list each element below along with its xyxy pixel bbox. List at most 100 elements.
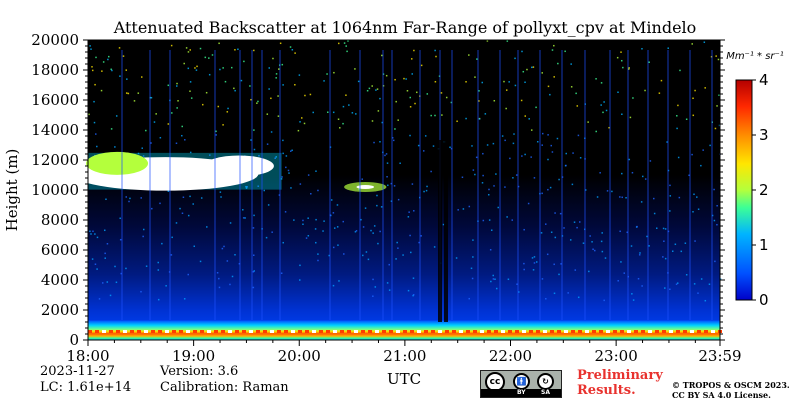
- noise-speck: [553, 263, 555, 266]
- noise-speck: [526, 68, 528, 71]
- noise-speck: [278, 194, 281, 196]
- noise-speck: [381, 121, 384, 124]
- noise-speck: [287, 169, 290, 172]
- colorbar-tick-label-3: 3: [759, 126, 769, 144]
- noise-speck: [455, 257, 458, 259]
- noise-speck: [621, 172, 623, 175]
- noise-speck: [339, 127, 341, 129]
- by-person-icon: 🚹: [513, 373, 530, 390]
- boundary-layer-speck: [214, 330, 218, 333]
- noise-speck: [90, 48, 92, 50]
- noise-speck: [333, 71, 335, 74]
- noise-speck: [521, 50, 523, 53]
- noise-speck: [402, 254, 404, 256]
- noise-speck: [653, 212, 656, 215]
- noise-speck: [478, 90, 480, 92]
- noise-speck: [390, 182, 393, 185]
- noise-speck: [370, 229, 372, 232]
- noise-speck: [377, 242, 379, 245]
- noise-speck: [189, 195, 191, 198]
- noise-speck: [660, 79, 663, 82]
- boundary-layer-speck: [669, 330, 673, 333]
- noise-speck: [575, 92, 577, 95]
- noise-speck: [190, 97, 193, 99]
- noise-speck: [226, 111, 229, 113]
- noise-speck: [115, 281, 118, 284]
- noise-speck: [181, 212, 184, 215]
- noise-speck: [355, 113, 357, 115]
- copyright-line-1: © TROPOS & OSCM 2023.: [672, 380, 790, 390]
- noise-speck: [388, 289, 391, 291]
- noise-speck: [619, 230, 621, 233]
- noise-speck: [639, 252, 641, 254]
- noise-speck: [101, 282, 104, 284]
- chart-title: Attenuated Backscatter at 1064nm Far-Ran…: [113, 18, 697, 37]
- x-tick-label-4: 22:00: [489, 347, 532, 365]
- noise-speck: [125, 267, 127, 270]
- boundary-layer-speck: [550, 330, 554, 333]
- noise-speck: [246, 186, 248, 188]
- boundary-layer-speck: [277, 330, 281, 333]
- boundary-layer-speck: [564, 330, 568, 333]
- noise-speck: [472, 169, 475, 171]
- colorbar-unit: Mm⁻¹ * sr⁻¹: [726, 51, 784, 62]
- y-tick-label-9: 18000: [31, 61, 79, 79]
- calibration-label: Calibration: Raman: [160, 380, 289, 395]
- boundary-layer-speck: [144, 330, 148, 333]
- boundary-layer-speck: [515, 330, 519, 333]
- noise-speck: [481, 81, 484, 84]
- noise-speck: [700, 164, 702, 167]
- noise-speck: [505, 89, 508, 91]
- noise-speck: [693, 193, 695, 196]
- noise-speck: [560, 263, 562, 265]
- noise-speck: [648, 245, 650, 247]
- noise-speck: [531, 257, 534, 259]
- noise-speck: [521, 155, 523, 157]
- noise-speck: [541, 144, 543, 146]
- noise-speck: [200, 197, 203, 199]
- noise-speck: [388, 263, 390, 266]
- noise-speck: [644, 89, 646, 92]
- noise-speck: [487, 193, 490, 196]
- noise-speck: [403, 77, 405, 80]
- noise-speck: [218, 277, 220, 280]
- noise-speck: [576, 226, 578, 229]
- lc-label: LC: 1.61e+14: [40, 380, 132, 395]
- noise-speck: [252, 271, 255, 273]
- noise-speck: [250, 98, 252, 101]
- noise-speck: [412, 294, 414, 297]
- noise-speck: [252, 227, 255, 229]
- noise-speck: [348, 104, 350, 106]
- noise-speck: [696, 196, 698, 198]
- noise-speck: [165, 285, 167, 287]
- noise-speck: [636, 225, 638, 228]
- boundary-layer-speck: [536, 330, 540, 333]
- noise-speck: [632, 299, 635, 301]
- profile-lines: [121, 50, 713, 322]
- boundary-layer-speck: [431, 330, 435, 333]
- noise-speck: [513, 133, 515, 135]
- noise-speck: [556, 137, 559, 140]
- noise-speck: [189, 81, 192, 83]
- noise-speck: [253, 214, 255, 217]
- noise-speck: [187, 67, 190, 70]
- noise-speck: [700, 278, 703, 280]
- noise-speck: [505, 107, 507, 110]
- noise-speck: [570, 86, 573, 88]
- noise-speck: [125, 69, 128, 71]
- y-tick-label-7: 14000: [31, 121, 79, 139]
- noise-speck: [326, 73, 328, 75]
- noise-speck: [291, 149, 293, 152]
- noise-speck: [506, 216, 508, 218]
- noise-speck: [535, 106, 537, 109]
- noise-speck: [376, 194, 378, 197]
- noise-speck: [626, 231, 628, 234]
- noise-speck: [676, 115, 678, 117]
- noise-speck: [351, 112, 354, 114]
- noise-speck: [587, 121, 589, 123]
- noise-speck: [616, 56, 619, 59]
- noise-speck: [371, 85, 373, 87]
- noise-speck: [572, 152, 574, 154]
- noise-speck: [122, 55, 125, 57]
- noise-speck: [667, 47, 669, 49]
